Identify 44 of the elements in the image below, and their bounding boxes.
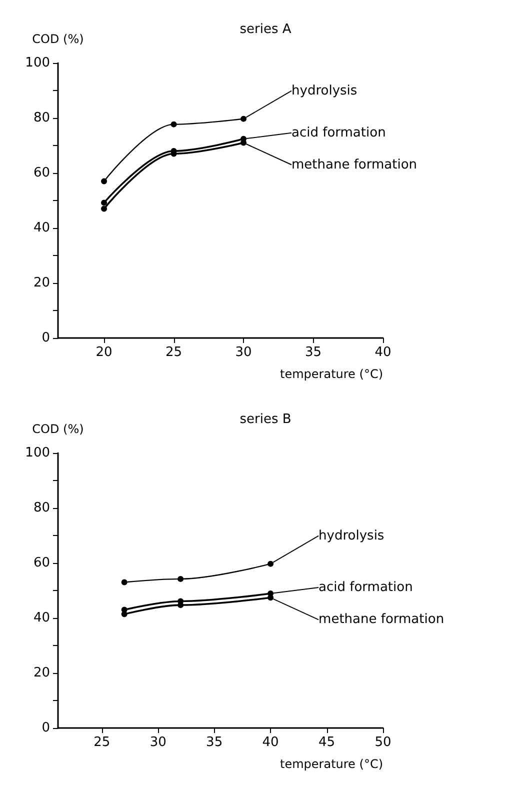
text: hydrolysis: [292, 83, 358, 98]
point: [170, 121, 177, 128]
y-tick-label: 80: [33, 500, 50, 516]
y-tick-label: 60: [33, 166, 50, 180]
x-tick-label: 40: [374, 345, 392, 360]
y-tick-label: 60: [33, 556, 50, 570]
point: [101, 206, 108, 212]
y-axis-title: COD (%): [32, 32, 84, 46]
legend-label: acid formation: [318, 580, 413, 596]
y-tick-label: 0: [42, 330, 50, 346]
y-tick-label: 100: [25, 56, 50, 70]
x-axis-title: temperature (°C): [280, 757, 383, 771]
point: [268, 560, 274, 567]
y-tick-label: 100: [25, 446, 50, 460]
point: [121, 579, 128, 586]
text: hydrolysis: [318, 528, 384, 544]
point: [240, 116, 247, 122]
x-tick-label: 25: [94, 735, 110, 750]
x-tick-label: 30: [235, 345, 252, 360]
y-tick-label: 20: [33, 666, 50, 680]
x-tick-label: 35: [304, 345, 322, 360]
text: methane formation: [292, 157, 418, 172]
x-axis-title: temperature (°C): [280, 367, 383, 381]
x-tick-label: 40: [262, 735, 279, 750]
x-tick-label: 45: [318, 735, 336, 750]
point: [101, 178, 108, 184]
point: [178, 576, 184, 582]
point: [121, 611, 128, 618]
point: [101, 200, 108, 206]
x-tick-label: 30: [150, 735, 166, 750]
x-tick-label: 25: [166, 345, 182, 360]
y-tick-label: 40: [33, 220, 50, 236]
x-tick-label: 50: [374, 735, 392, 750]
y-tick-label: 0: [42, 720, 50, 736]
y-tick-label: 40: [33, 610, 50, 626]
x-tick-label: 20: [96, 345, 112, 360]
y-tick-label: 20: [33, 276, 50, 290]
chart-title: series B: [240, 412, 292, 427]
x-tick-label: 35: [206, 735, 223, 750]
chart-title: series A: [240, 22, 292, 37]
y-tick-label: 80: [33, 110, 50, 126]
text: methane formation: [318, 612, 444, 628]
y-axis-title: COD (%): [32, 422, 84, 436]
legend-label: acid formation: [292, 125, 386, 140]
